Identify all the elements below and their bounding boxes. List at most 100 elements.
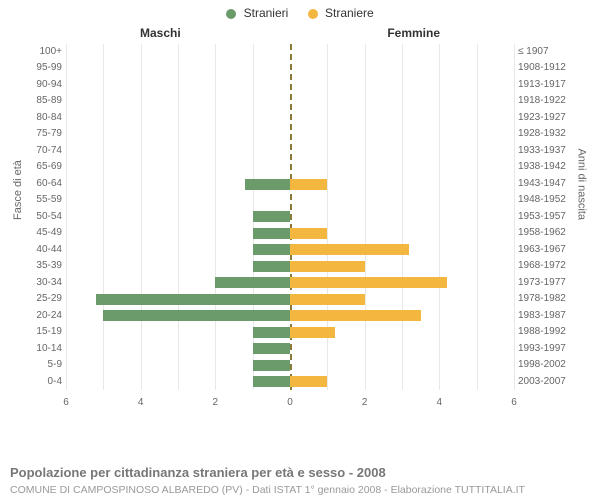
age-row: 95-991908-1912 [66,60,514,76]
chart-subtitle: COMUNE DI CAMPOSPINOSO ALBAREDO (PV) - D… [10,484,525,496]
bar-male [253,360,290,371]
bar-female [290,261,365,272]
birth-year-label: 1918-1922 [518,95,578,106]
bar-male [215,277,290,288]
age-row: 80-841923-1927 [66,110,514,126]
birth-year-label: 1913-1917 [518,79,578,90]
age-label: 75-79 [22,128,62,139]
x-tick: 6 [511,397,517,408]
age-row: 65-691938-1942 [66,159,514,175]
age-row: 30-341973-1977 [66,275,514,291]
birth-year-label: 1963-1967 [518,244,578,255]
age-label: 35-39 [22,260,62,271]
header-male: Maschi [140,26,181,40]
age-row: 0-42003-2007 [66,374,514,390]
birth-year-label: 1948-1952 [518,194,578,205]
age-row: 100+≤ 1907 [66,44,514,60]
legend: Stranieri Straniere [0,0,600,20]
legend-item-female: Straniere [308,6,374,20]
age-row: 40-441963-1967 [66,242,514,258]
age-row: 85-891918-1922 [66,93,514,109]
age-label: 15-19 [22,326,62,337]
birth-year-label: 1988-1992 [518,326,578,337]
bar-female [290,244,409,255]
age-row: 10-141993-1997 [66,341,514,357]
legend-swatch-male [226,9,236,19]
age-label: 85-89 [22,95,62,106]
birth-year-label: 2003-2007 [518,376,578,387]
age-label: 65-69 [22,161,62,172]
age-label: 40-44 [22,244,62,255]
age-row: 35-391968-1972 [66,258,514,274]
bar-male [253,261,290,272]
age-row: 55-591948-1952 [66,192,514,208]
age-row: 20-241983-1987 [66,308,514,324]
legend-label-male: Stranieri [244,6,289,20]
birth-year-label: ≤ 1907 [518,46,578,57]
age-label: 95-99 [22,62,62,73]
birth-year-label: 1933-1937 [518,145,578,156]
grid-line [514,44,515,390]
age-row: 70-741933-1937 [66,143,514,159]
age-row: 25-291978-1982 [66,291,514,307]
age-row: 90-941913-1917 [66,77,514,93]
birth-year-label: 1968-1972 [518,260,578,271]
bar-male [253,228,290,239]
bar-female [290,376,327,387]
age-label: 0-4 [22,376,62,387]
birth-year-label: 1998-2002 [518,359,578,370]
x-tick: 2 [362,397,368,408]
age-label: 60-64 [22,178,62,189]
legend-label-female: Straniere [325,6,374,20]
age-label: 50-54 [22,211,62,222]
header-female: Femmine [387,26,440,40]
bar-male [253,211,290,222]
age-label: 20-24 [22,310,62,321]
age-label: 45-49 [22,227,62,238]
x-tick: 0 [287,397,293,408]
age-row: 15-191988-1992 [66,324,514,340]
age-row: 60-641943-1947 [66,176,514,192]
bar-male [253,376,290,387]
bar-female [290,277,447,288]
age-row: 5-91998-2002 [66,357,514,373]
birth-year-label: 1908-1912 [518,62,578,73]
plot-area: 100+≤ 190795-991908-191290-941913-191785… [66,44,514,390]
chart: Maschi Femmine Fasce di età Anni di nasc… [20,20,580,420]
age-label: 100+ [22,46,62,57]
bar-male [245,179,290,190]
bar-female [290,228,327,239]
age-label: 5-9 [22,359,62,370]
bar-male [96,294,290,305]
birth-year-label: 1993-1997 [518,343,578,354]
bar-male [253,343,290,354]
age-label: 25-29 [22,293,62,304]
birth-year-label: 1958-1962 [518,227,578,238]
birth-year-label: 1983-1987 [518,310,578,321]
birth-year-label: 1973-1977 [518,277,578,288]
birth-year-label: 1943-1947 [518,178,578,189]
age-row: 50-541953-1957 [66,209,514,225]
x-tick: 4 [138,397,144,408]
bar-female [290,310,421,321]
legend-swatch-female [308,9,318,19]
birth-year-label: 1978-1982 [518,293,578,304]
age-label: 90-94 [22,79,62,90]
bar-male [253,327,290,338]
age-label: 10-14 [22,343,62,354]
birth-year-label: 1923-1927 [518,112,578,123]
bar-female [290,179,327,190]
age-row: 45-491958-1962 [66,225,514,241]
bar-male [103,310,290,321]
x-tick: 2 [213,397,219,408]
age-label: 80-84 [22,112,62,123]
birth-year-label: 1928-1932 [518,128,578,139]
age-label: 30-34 [22,277,62,288]
age-label: 55-59 [22,194,62,205]
bar-female [290,294,365,305]
x-tick: 4 [437,397,443,408]
age-label: 70-74 [22,145,62,156]
chart-title: Popolazione per cittadinanza straniera p… [10,465,386,480]
bar-male [253,244,290,255]
birth-year-label: 1938-1942 [518,161,578,172]
